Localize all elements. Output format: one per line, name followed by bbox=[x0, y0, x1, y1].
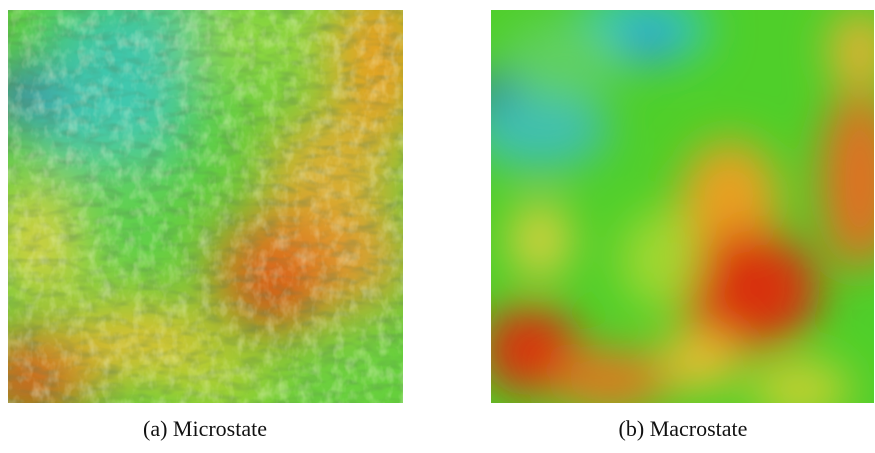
color-region bbox=[500, 20, 620, 100]
figure: (a) Microstate (b) Macrostate bbox=[0, 0, 875, 448]
color-region bbox=[660, 330, 740, 390]
terrain-texture bbox=[8, 10, 403, 403]
color-region bbox=[510, 200, 570, 280]
caption: (a) Microstate bbox=[143, 416, 267, 441]
color-region bbox=[620, 210, 700, 310]
color-region bbox=[550, 350, 670, 410]
macrostate-image bbox=[470, 0, 875, 420]
color-region bbox=[750, 360, 850, 420]
color-region bbox=[630, 25, 670, 55]
caption: (b) Macrostate bbox=[619, 416, 748, 441]
color-region bbox=[470, 90, 610, 170]
page: (a) Microstate (b) Macrostate (() => { c… bbox=[0, 0, 875, 448]
microstate-image bbox=[0, 0, 430, 415]
